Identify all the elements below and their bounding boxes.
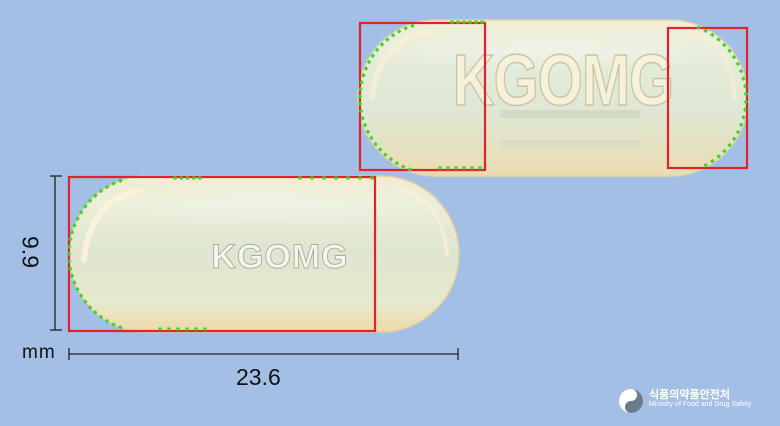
contour-dot — [75, 287, 80, 292]
contour-dot — [104, 184, 110, 190]
front-imprint: KGOMG — [211, 238, 348, 276]
contour-dot — [176, 327, 180, 331]
contour-dot — [68, 237, 73, 242]
contour-dot — [83, 299, 88, 304]
measurement-unit: mm — [22, 342, 56, 363]
contour-dot — [111, 181, 116, 186]
contour-dot — [78, 210, 84, 215]
contour-dot — [346, 176, 350, 180]
contour-dot — [67, 259, 72, 264]
contour-dot — [298, 176, 302, 180]
contour-dot — [310, 176, 314, 180]
capsule-back-view: KGOMG — [357, 19, 749, 177]
contour-dot — [370, 53, 376, 59]
mfds-emblem-icon — [619, 389, 643, 413]
contour-dot — [462, 166, 466, 170]
detection-box-back-right-end — [666, 26, 749, 170]
contour-dot — [370, 176, 374, 180]
contour-dot — [167, 327, 171, 331]
contour-dot — [83, 204, 88, 209]
contour-dot — [438, 166, 442, 170]
contour-dot — [462, 20, 466, 24]
contour-dot — [468, 20, 472, 24]
contour-dot — [388, 156, 394, 162]
capsule-front-view: KGOMG — [68, 175, 460, 333]
contour-dot — [93, 310, 98, 315]
contour-dot — [72, 223, 77, 228]
contour-dot — [173, 176, 177, 180]
agency-name-english: Ministry of Food and Drug Safety — [649, 401, 752, 408]
contour-dot — [454, 166, 458, 170]
contour-dot — [87, 198, 93, 203]
contour-dot — [198, 176, 202, 180]
contour-dot — [480, 20, 484, 24]
contour-dot — [192, 176, 196, 180]
contour-dot — [385, 37, 390, 42]
contour-dot — [98, 188, 104, 194]
contour-dot — [75, 216, 80, 221]
contour-dot — [185, 176, 190, 180]
capsule-length-value: 23.6 — [236, 364, 281, 390]
contour-dot — [87, 305, 93, 310]
contour-dot — [474, 20, 478, 24]
contour-dot — [407, 167, 413, 172]
height-dimension-line — [50, 175, 62, 331]
capsule-width-value: 9.9 — [17, 236, 44, 268]
contour-dot — [69, 230, 75, 235]
contour-dot — [394, 160, 400, 166]
contour-dot — [118, 325, 123, 330]
contour-dot — [450, 20, 454, 24]
contour-dot — [365, 129, 371, 134]
contour-dot — [446, 166, 450, 170]
contour-dot — [322, 176, 326, 180]
contour-dot — [93, 193, 98, 198]
length-dimension-line — [68, 348, 459, 360]
contour-dot — [358, 176, 362, 180]
contour-dot — [478, 166, 482, 170]
agency-name-korean: 식품의약품안전처 — [649, 389, 730, 401]
contour-dot — [383, 152, 388, 157]
back-imprint: KGOMG — [453, 40, 674, 121]
contour-dot — [194, 327, 198, 331]
contour-dot — [334, 176, 338, 180]
contour-dot — [203, 327, 207, 331]
contour-dot — [66, 251, 72, 257]
contour-dot — [456, 20, 460, 24]
contour-dot — [179, 176, 183, 180]
contour-dot — [185, 327, 189, 331]
contour-dot — [158, 327, 162, 331]
contour-dot — [401, 164, 406, 169]
contour-dot — [470, 166, 474, 170]
